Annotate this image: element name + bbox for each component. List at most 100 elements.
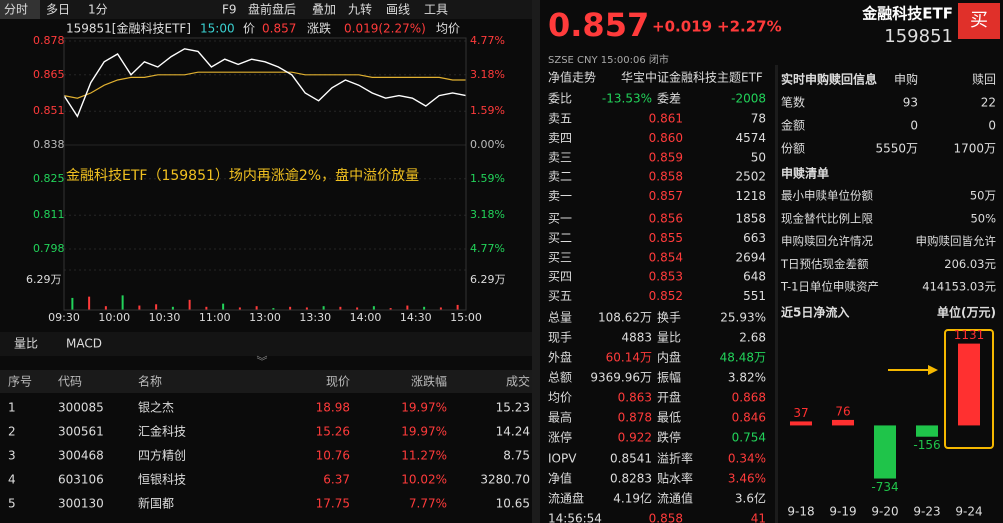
label: 0.857: [262, 22, 296, 36]
toolbar-item[interactable]: 多日: [46, 3, 70, 17]
label: 价: [243, 22, 255, 36]
book-side: 买二: [548, 231, 572, 245]
flow-bar: [958, 343, 980, 426]
table-cell: 3: [8, 449, 16, 463]
volume-bar: [88, 296, 91, 310]
stat-label: 振幅: [657, 370, 681, 385]
book-side: 买五: [548, 289, 572, 303]
label: 0: [910, 119, 918, 133]
book-volume: 4574: [735, 131, 766, 145]
buy-button[interactable]: [958, 3, 1000, 39]
toolbar-item[interactable]: 九转: [348, 2, 372, 17]
volume-bar: [339, 306, 342, 310]
stat-value: 0.922: [618, 431, 652, 445]
stat-value: 0.846: [732, 411, 766, 425]
volume-bar: [171, 306, 174, 310]
y-tick-label: 0.798: [33, 242, 65, 255]
tab[interactable]: 量比: [14, 337, 38, 351]
stat-label: 内盘: [657, 350, 681, 365]
stat-value: 60.14万: [606, 351, 652, 365]
highlight-box: [944, 329, 994, 449]
toolbar-item[interactable]: 分时: [4, 3, 28, 17]
stat-label: IOPV: [548, 452, 577, 466]
pct-tick-label: 1.59%: [470, 172, 505, 185]
label: 申购赎回皆允许: [916, 234, 997, 248]
label: 5550万: [875, 142, 918, 156]
tab[interactable]: 华宝中证金融科技主题ETF: [621, 70, 763, 85]
tab[interactable]: MACD: [66, 337, 102, 351]
book-side: 买四: [548, 270, 572, 284]
table-cell: 银之杰: [138, 401, 174, 415]
stat-value: 4883: [621, 331, 652, 345]
pct-tick-label: 4.77%: [470, 242, 505, 255]
toolbar-item[interactable]: 1分: [88, 3, 108, 17]
label: 15:00: [200, 22, 235, 36]
stat-value: 3.82%: [728, 371, 766, 385]
volume-bar: [389, 308, 392, 310]
pct-tick-label: 3.18%: [470, 208, 505, 221]
label: 206.03元: [944, 257, 996, 271]
table-cell: 8.75: [503, 449, 530, 463]
book-price: 0.855: [649, 231, 683, 245]
volume-bar: [272, 308, 275, 310]
book-price: 0.860: [649, 131, 683, 145]
label: 均价: [436, 22, 460, 36]
y-tick-label: 0.825: [33, 172, 65, 185]
label: 金额: [781, 118, 805, 133]
flow-value-label: 1131: [954, 328, 985, 342]
toolbar-item[interactable]: 画线: [386, 3, 410, 17]
toolbar-item[interactable]: 盘前盘后: [248, 2, 296, 17]
book-price: 0.858: [649, 170, 683, 184]
label: 50%: [970, 211, 996, 225]
volume-bar: [121, 295, 124, 310]
table-cell: 10.02%: [401, 473, 447, 487]
book-side: 卖五: [548, 112, 572, 126]
stat-label: 现手: [548, 331, 572, 345]
book-side: 卖三: [548, 150, 572, 164]
label: -13.53%: [602, 92, 652, 106]
toolbar-item[interactable]: 叠加: [312, 3, 336, 17]
label: +2.27%: [717, 18, 782, 36]
label: 22: [981, 96, 996, 110]
book-volume: 663: [743, 231, 766, 245]
stat-value: 0.868: [732, 391, 766, 405]
x-tick-label: 11:00: [199, 311, 231, 324]
book-volume: 648: [743, 270, 766, 284]
book-volume: 1858: [735, 212, 766, 226]
stat-label: 溢折率: [657, 451, 693, 466]
divider: [775, 65, 778, 523]
y-tick-label: 0.811: [33, 208, 65, 221]
tab[interactable]: 净值走势: [548, 70, 596, 85]
label: 申赎清单: [781, 166, 829, 181]
volume-bar: [222, 303, 225, 310]
table-cell: 2: [8, 425, 16, 439]
label: 41: [751, 512, 766, 523]
table-cell: 300085: [58, 401, 104, 415]
volume-bar: [238, 307, 241, 310]
toolbar-item[interactable]: F9: [222, 3, 237, 17]
stat-label: 均价: [548, 391, 572, 405]
book-volume: 551: [743, 289, 766, 303]
volume-bar: [439, 307, 442, 310]
label: 赎回: [972, 73, 996, 87]
book-price: 0.857: [649, 189, 683, 203]
toolbar-item[interactable]: 工具: [424, 3, 448, 17]
book-volume: 50: [751, 150, 766, 164]
label: 414153.03元: [922, 280, 996, 294]
label: 159851[金融科技ETF]: [66, 21, 191, 36]
book-side: 买一: [548, 212, 572, 226]
book-side: 买三: [548, 250, 572, 264]
x-tick-label: 15:00: [450, 311, 482, 324]
stat-value: 9369.96万: [590, 371, 652, 385]
label: -2008: [731, 92, 766, 106]
stat-value: 3.6亿: [735, 491, 766, 506]
stat-value: 0.863: [618, 391, 652, 405]
x-tick-label: 10:30: [149, 311, 181, 324]
label: 近5日净流入: [781, 305, 849, 320]
label: T日预估现金差额: [780, 257, 869, 271]
label: 委差: [657, 92, 681, 106]
label[interactable]: 买: [970, 10, 988, 31]
stat-value: 0.754: [732, 431, 766, 445]
collapse-icon[interactable]: ︾: [257, 355, 268, 368]
table-cell: 汇金科技: [138, 424, 186, 439]
